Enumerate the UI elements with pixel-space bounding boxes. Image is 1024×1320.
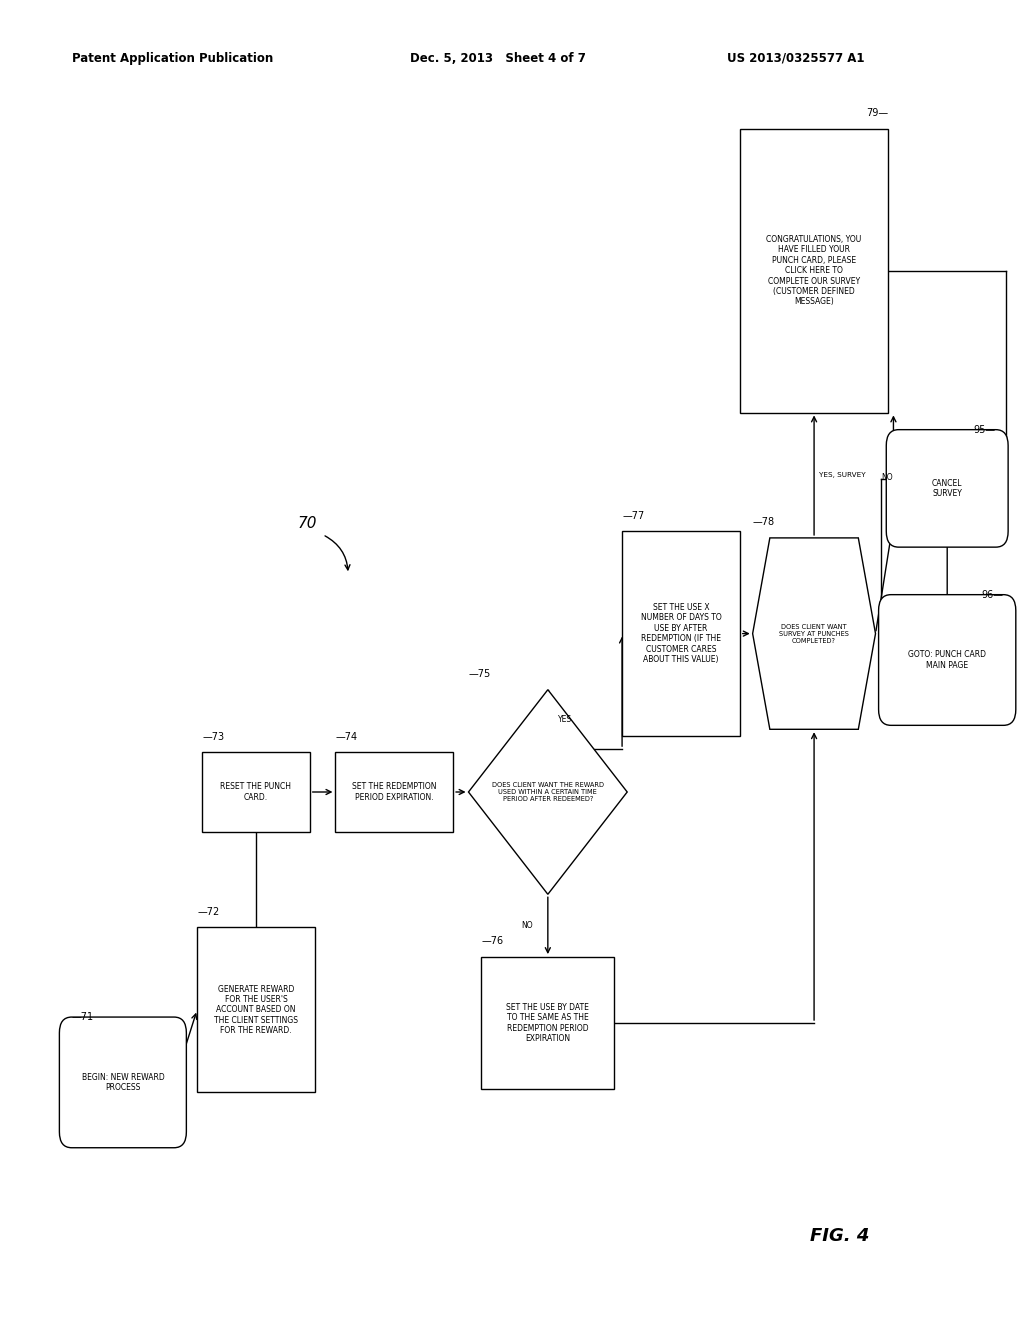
- Text: CONGRATULATIONS, YOU
HAVE FILLED YOUR
PUNCH CARD, PLEASE
CLICK HERE TO
COMPLETE : CONGRATULATIONS, YOU HAVE FILLED YOUR PU…: [766, 235, 862, 306]
- FancyBboxPatch shape: [481, 957, 614, 1089]
- Polygon shape: [469, 689, 627, 895]
- Text: GOTO: PUNCH CARD
MAIN PAGE: GOTO: PUNCH CARD MAIN PAGE: [908, 651, 986, 669]
- Text: —75: —75: [469, 669, 490, 678]
- Text: YES, SURVEY: YES, SURVEY: [819, 473, 866, 478]
- Text: —78: —78: [753, 517, 775, 527]
- Polygon shape: [753, 539, 876, 729]
- FancyBboxPatch shape: [887, 430, 1008, 546]
- FancyBboxPatch shape: [203, 752, 309, 832]
- Text: —77: —77: [623, 511, 644, 520]
- Text: NO: NO: [882, 473, 893, 482]
- Text: NO: NO: [521, 921, 532, 931]
- Text: —73: —73: [203, 731, 224, 742]
- Text: RESET THE PUNCH
CARD.: RESET THE PUNCH CARD.: [220, 783, 292, 801]
- FancyBboxPatch shape: [197, 927, 315, 1093]
- FancyBboxPatch shape: [623, 531, 739, 737]
- Text: US 2013/0325577 A1: US 2013/0325577 A1: [727, 51, 864, 65]
- FancyBboxPatch shape: [739, 129, 889, 412]
- Text: —71: —71: [72, 1012, 94, 1022]
- Text: YES: YES: [558, 715, 572, 723]
- Text: BEGIN: NEW REWARD
PROCESS: BEGIN: NEW REWARD PROCESS: [82, 1073, 164, 1092]
- Text: 79—: 79—: [866, 108, 889, 117]
- Text: —74: —74: [336, 731, 357, 742]
- Text: SET THE REDEMPTION
PERIOD EXPIRATION.: SET THE REDEMPTION PERIOD EXPIRATION.: [352, 783, 436, 801]
- Text: —72: —72: [197, 907, 219, 916]
- Text: —76: —76: [481, 936, 504, 946]
- Text: 96—: 96—: [982, 590, 1004, 599]
- FancyBboxPatch shape: [59, 1016, 186, 1148]
- Text: Dec. 5, 2013   Sheet 4 of 7: Dec. 5, 2013 Sheet 4 of 7: [410, 51, 586, 65]
- Text: DOES CLIENT WANT THE REWARD
USED WITHIN A CERTAIN TIME
PERIOD AFTER REDEEMED?: DOES CLIENT WANT THE REWARD USED WITHIN …: [492, 781, 604, 803]
- Text: 95—: 95—: [974, 425, 995, 436]
- Text: SET THE USE X
NUMBER OF DAYS TO
USE BY AFTER
REDEMPTION (IF THE
CUSTOMER CARES
A: SET THE USE X NUMBER OF DAYS TO USE BY A…: [641, 603, 721, 664]
- Text: SET THE USE BY DATE
TO THE SAME AS THE
REDEMPTION PERIOD
EXPIRATION: SET THE USE BY DATE TO THE SAME AS THE R…: [507, 1003, 589, 1043]
- Text: DOES CLIENT WANT
SURVEY AT PUNCHES
COMPLETED?: DOES CLIENT WANT SURVEY AT PUNCHES COMPL…: [779, 623, 849, 644]
- Text: FIG. 4: FIG. 4: [810, 1226, 869, 1245]
- Text: 70: 70: [297, 516, 317, 531]
- Text: Patent Application Publication: Patent Application Publication: [72, 51, 273, 65]
- Text: CANCEL
SURVEY: CANCEL SURVEY: [932, 479, 963, 498]
- FancyBboxPatch shape: [336, 752, 453, 832]
- Text: GENERATE REWARD
FOR THE USER'S
ACCOUNT BASED ON
THE CLIENT SETTINGS
FOR THE REWA: GENERATE REWARD FOR THE USER'S ACCOUNT B…: [214, 985, 298, 1035]
- FancyBboxPatch shape: [879, 594, 1016, 726]
